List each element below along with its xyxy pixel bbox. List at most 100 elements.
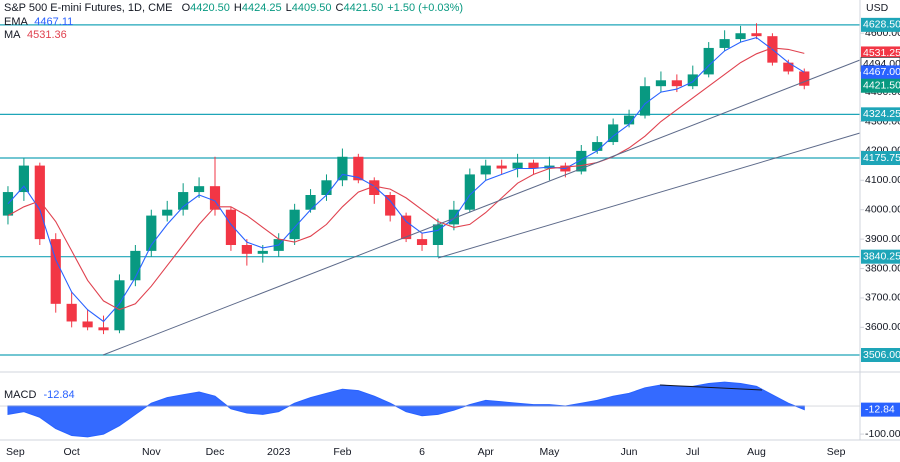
indicator-line	[7, 36, 805, 323]
y-tick-label: 4000.00	[865, 203, 900, 215]
x-tick-label: 2023	[267, 446, 291, 458]
level-badge-text: 4324.25	[863, 108, 900, 120]
candle-body	[528, 162, 539, 169]
level-badge	[861, 107, 900, 122]
x-tick-label: Sep	[827, 446, 846, 458]
trendline	[102, 59, 861, 356]
level-badge-text: 4628.50	[863, 19, 900, 31]
candle-body	[66, 303, 77, 322]
candle-body	[751, 33, 762, 37]
candle-body	[353, 156, 364, 181]
plot-area	[0, 23, 860, 438]
candle-body	[257, 250, 268, 254]
ma-legend: MA 4531.36	[4, 29, 67, 41]
candle-body	[671, 80, 682, 87]
candle-body	[34, 165, 45, 240]
ohlc-label: O	[182, 2, 191, 14]
x-tick-label: Jul	[686, 446, 699, 458]
candle-body	[2, 192, 14, 216]
candle-body	[305, 195, 316, 210]
candle-body	[608, 124, 619, 143]
x-tick-label: 6	[419, 446, 425, 458]
price-badge-text: 4531.25	[863, 47, 900, 59]
y-tick-label: 3600.00	[865, 321, 900, 333]
candle-body	[496, 165, 507, 169]
ema-legend: EMA 4467.11	[4, 16, 73, 28]
level-badge-text: 3506.00	[863, 349, 900, 361]
candle-body	[289, 209, 300, 240]
level-badge	[861, 348, 900, 362]
macd-badge	[861, 402, 900, 417]
candle-body	[209, 186, 221, 210]
y-tick-label: 3900.00	[865, 233, 900, 245]
price-badge	[861, 65, 900, 80]
price-badge-text: 4421.50	[863, 80, 900, 92]
divergence-line	[659, 384, 763, 391]
candle-body	[241, 245, 252, 254]
y-tick-label: 3700.00	[865, 292, 900, 304]
ohlc-value: 4424.25	[242, 2, 282, 14]
x-tick-label: Feb	[333, 446, 351, 458]
candle-body	[178, 192, 189, 210]
candle-body	[623, 115, 635, 125]
legend-value: 4467.11	[34, 16, 73, 28]
macd-legend: MACD -12.84	[4, 389, 75, 401]
candle-body	[193, 186, 205, 193]
indicator-line	[7, 47, 805, 311]
ohlc-label: H	[234, 2, 242, 14]
x-tick-label: Jun	[621, 446, 638, 458]
header: S&P 500 E-mini Futures, 1D, CME O4420.50…	[4, 2, 463, 14]
candle-body	[130, 250, 141, 281]
macd-badge-text: -12.84	[865, 403, 895, 415]
candle-body	[448, 209, 459, 225]
ohlc-value: 4409.50	[292, 2, 332, 14]
level-badge	[861, 249, 900, 264]
candle-body	[735, 33, 746, 40]
symbol-title: S&P 500 E-mini Futures, 1D, CME	[4, 2, 173, 14]
candle-body	[18, 165, 29, 193]
x-tick-label: Aug	[747, 446, 766, 458]
y-tick-label: 3800.00	[865, 262, 900, 274]
x-tick-label: Oct	[63, 446, 79, 458]
candle-body	[82, 321, 93, 328]
price-badge	[861, 46, 900, 61]
x-tick-label: Apr	[478, 446, 495, 458]
candle-body	[369, 180, 380, 195]
candle-body	[114, 280, 125, 331]
candle-body	[416, 239, 428, 245]
y-tick-label: 4100.00	[865, 174, 900, 186]
ohlc-value: +1.50 (+0.03%)	[387, 2, 463, 14]
candle-body	[432, 224, 444, 245]
legend-name: EMA	[4, 16, 29, 28]
candle-body	[385, 195, 396, 216]
ohlc-value: 4420.50	[190, 2, 230, 14]
trendline	[437, 132, 861, 259]
level-badge	[861, 151, 900, 166]
x-tick-label: May	[540, 446, 561, 458]
ohlc-label: L	[286, 2, 292, 14]
currency: USD	[866, 2, 889, 14]
legend-value: 4531.36	[27, 29, 67, 41]
candle-body	[337, 156, 348, 181]
x-tick-label: Sep	[6, 446, 25, 458]
ohlc-label: C	[336, 2, 344, 14]
level-badge	[861, 17, 900, 32]
candle-body	[464, 174, 475, 210]
candle-body	[480, 165, 491, 175]
candle-body	[783, 62, 794, 72]
x-tick-label: Nov	[142, 446, 161, 458]
candle-body	[225, 209, 237, 245]
candle-body	[576, 150, 587, 172]
candle-body	[321, 180, 332, 195]
x-tick-label: Dec	[206, 446, 225, 458]
macd-area	[7, 381, 805, 438]
legend-value: -12.84	[43, 389, 74, 401]
candle-body	[655, 80, 667, 87]
ohlc-values: O4420.50 H4424.25 L4409.50 C4421.50 +1.50 (+…	[182, 2, 464, 14]
price-badge-text: 4467.00	[863, 66, 900, 78]
legend-name: MACD	[4, 389, 36, 401]
y-tick-label: -100.00	[865, 428, 900, 440]
candle-body	[799, 71, 810, 86]
candle-body	[401, 215, 412, 240]
